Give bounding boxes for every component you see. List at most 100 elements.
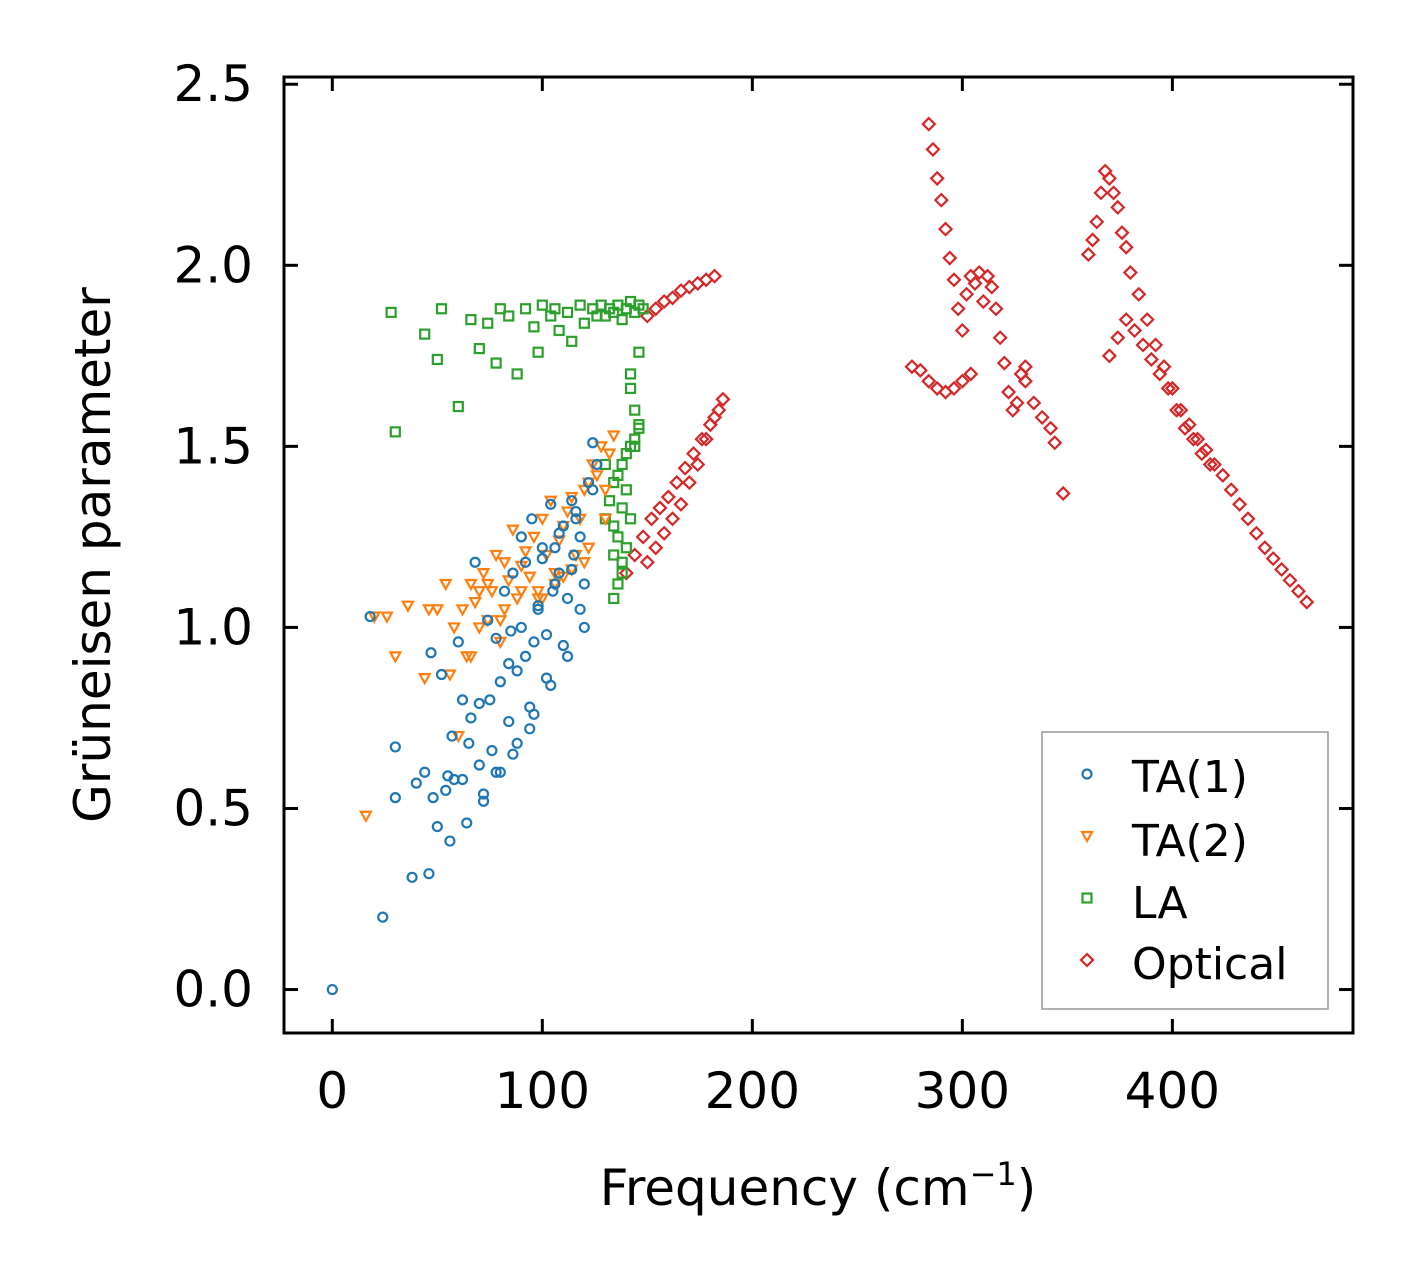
point-la <box>624 368 637 380</box>
point-la <box>608 520 620 532</box>
point-ta2 <box>514 586 529 599</box>
point-optical <box>639 554 655 570</box>
point-optical <box>698 431 714 447</box>
point-ta1 <box>425 647 437 659</box>
point-ta2 <box>552 535 566 548</box>
point-ta1 <box>477 795 490 807</box>
point-la <box>612 578 624 590</box>
point-optical <box>1131 286 1147 302</box>
point-optical <box>669 475 685 491</box>
point-ta1 <box>549 578 561 590</box>
point-optical <box>1223 482 1239 498</box>
point-optical <box>1202 456 1218 473</box>
point-optical <box>1047 435 1063 451</box>
point-la <box>633 422 645 434</box>
point-ta1 <box>427 792 439 804</box>
point-ta1 <box>490 632 502 644</box>
point-ta2 <box>472 586 487 599</box>
point-optical <box>1194 446 1210 462</box>
point-ta1 <box>536 542 548 554</box>
point-optical <box>1265 551 1281 567</box>
point-la <box>633 346 645 358</box>
point-ta1 <box>524 723 536 735</box>
legend-label-la: LA <box>1132 878 1188 929</box>
point-la <box>528 321 540 333</box>
point-la <box>419 328 431 340</box>
point-ta1 <box>515 531 527 543</box>
point-optical <box>938 221 954 237</box>
point-optical <box>1177 420 1193 436</box>
point-ta2 <box>598 513 613 527</box>
point-ta1 <box>536 553 548 565</box>
point-la <box>490 357 502 369</box>
point-la <box>624 513 637 525</box>
point-ta1 <box>578 621 590 634</box>
point-ta2 <box>522 571 537 584</box>
point-la <box>616 556 628 568</box>
point-ta2 <box>468 596 482 610</box>
point-optical <box>1089 214 1105 230</box>
point-optical <box>690 456 706 473</box>
series-la <box>385 295 649 605</box>
point-la <box>616 458 628 471</box>
point-ta1 <box>532 600 544 612</box>
point-la <box>616 502 628 514</box>
point-ta1 <box>553 567 565 579</box>
point-optical <box>929 380 945 396</box>
point-optical <box>685 446 702 462</box>
point-la <box>511 368 523 380</box>
series-optical <box>618 116 1315 610</box>
point-la <box>435 303 448 315</box>
point-optical <box>706 268 723 284</box>
point-ta2 <box>359 810 373 823</box>
legend-markers <box>1079 768 1095 968</box>
point-optical <box>1135 337 1151 353</box>
point-la <box>465 314 477 326</box>
point-optical <box>1034 409 1050 425</box>
legend: TA(1) TA(2) LA Optical <box>1041 731 1329 1010</box>
point-ta2 <box>590 470 604 483</box>
point-optical <box>1139 312 1155 328</box>
point-ta1 <box>570 505 582 518</box>
point-ta2 <box>606 430 621 443</box>
point-ta1 <box>364 610 376 623</box>
legend-label-optical: Optical <box>1132 939 1287 990</box>
point-optical <box>1257 540 1273 556</box>
point-optical <box>1118 239 1134 255</box>
point-la <box>616 567 628 579</box>
point-ta1 <box>549 542 561 554</box>
point-ta1 <box>519 650 532 662</box>
legend-marker-la <box>1081 892 1093 904</box>
point-optical <box>954 373 970 389</box>
point-ta2 <box>560 506 575 519</box>
point-ta2 <box>577 557 592 570</box>
point-optical <box>925 141 941 157</box>
point-optical <box>1160 380 1176 396</box>
point-ta1 <box>557 639 569 652</box>
point-la <box>616 314 628 326</box>
point-la <box>561 306 574 318</box>
point-la <box>629 433 641 445</box>
point-la <box>519 303 532 315</box>
point-ta1 <box>431 820 443 833</box>
point-ta1 <box>484 694 496 706</box>
point-optical <box>1282 572 1298 588</box>
point-ta1 <box>473 697 485 710</box>
plot-frame <box>282 75 1355 1035</box>
point-ta2 <box>422 604 436 617</box>
point-optical <box>1101 348 1117 364</box>
point-optical <box>648 540 664 556</box>
point-optical <box>946 272 962 288</box>
x-tick-label: 300 <box>915 1062 1010 1120</box>
point-optical <box>664 290 681 306</box>
point-la <box>612 531 624 543</box>
point-ta2 <box>602 448 617 461</box>
point-optical <box>694 431 710 447</box>
point-ta1 <box>377 911 389 923</box>
point-ta1 <box>566 495 578 507</box>
point-la <box>566 335 578 347</box>
point-ta2 <box>598 484 613 498</box>
legend-marker-ta2 <box>1080 830 1094 844</box>
point-ta1 <box>419 766 431 778</box>
point-la <box>624 382 637 395</box>
